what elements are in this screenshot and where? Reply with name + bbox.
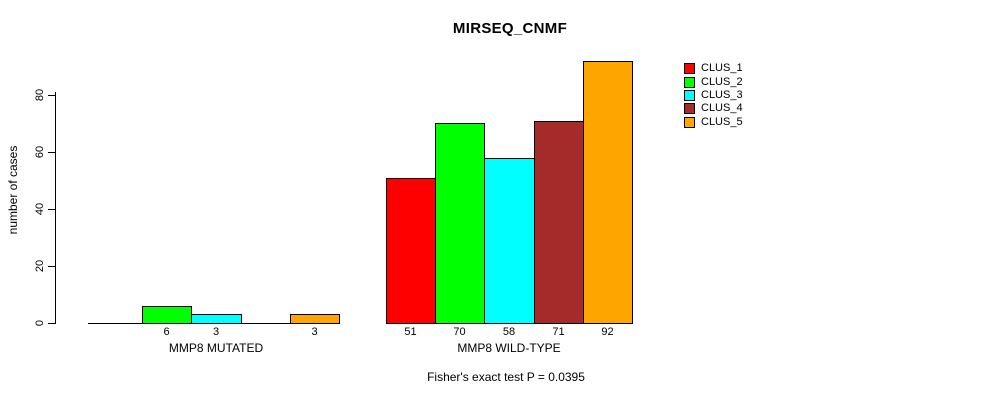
y-tick-label: 0	[34, 319, 46, 327]
bar-clus_2-group2	[435, 123, 485, 324]
bar-value-label: 70	[453, 326, 466, 338]
legend-swatch-clus-1	[684, 63, 695, 75]
y-axis-line	[55, 92, 56, 324]
group-label: MMP8 MUTATED	[168, 341, 264, 355]
legend-item: CLUS_4	[684, 102, 743, 115]
bar-clus_1-group2	[386, 178, 436, 324]
chart-title: MIRSEQ_CNMF	[452, 20, 568, 37]
y-tick-label: 40	[34, 202, 46, 216]
legend-label: CLUS_3	[701, 88, 743, 101]
bar-value-label: 58	[502, 326, 516, 338]
y-axis-tick	[48, 266, 55, 267]
y-axis-tick	[48, 152, 55, 153]
legend-item: CLUS_2	[684, 75, 743, 88]
bar-value-label: 51	[404, 326, 417, 338]
legend-label: CLUS_5	[701, 115, 743, 128]
y-axis-tick	[48, 323, 55, 324]
y-axis-title: number of cases	[6, 145, 20, 235]
bar-clus_3-group2	[484, 158, 535, 324]
legend-swatch-clus-5	[684, 116, 695, 128]
group-label: MMP8 WILD-TYPE	[457, 341, 561, 355]
bar-clus_5-group1	[290, 314, 340, 324]
bar-value-label: 3	[212, 326, 220, 338]
legend-label: CLUS_2	[701, 75, 743, 88]
bar-clus_2-group1	[142, 306, 192, 324]
legend-swatch-clus-2	[684, 76, 695, 88]
legend-swatch-clus-3	[684, 89, 695, 101]
bar-value-label: 3	[311, 326, 318, 338]
legend-item: CLUS_3	[684, 89, 743, 102]
fisher-test-annotation: Fisher's exact test P = 0.0395	[427, 370, 585, 384]
legend-item: CLUS_5	[684, 116, 743, 129]
legend: CLUS_1 CLUS_2 CLUS_3 CLUS_4 CLUS_5	[684, 62, 743, 129]
legend-swatch-clus-4	[684, 103, 695, 115]
bar-clus_5-group2	[583, 61, 633, 324]
legend-label: CLUS_4	[701, 102, 743, 115]
y-axis-tick	[48, 209, 55, 210]
legend-label: CLUS_1	[701, 62, 743, 75]
y-tick-label: 80	[34, 88, 46, 102]
bar-value-label: 6	[163, 326, 170, 338]
y-axis-tick	[48, 95, 55, 96]
bar-clus_3-group1	[191, 314, 242, 324]
bar-clus_4-group2	[534, 121, 584, 324]
y-tick-label: 60	[34, 145, 46, 159]
legend-item: CLUS_1	[684, 62, 743, 75]
y-tick-label: 20	[34, 259, 46, 273]
bar-value-label: 71	[552, 326, 565, 338]
bar-value-label: 92	[601, 326, 614, 338]
